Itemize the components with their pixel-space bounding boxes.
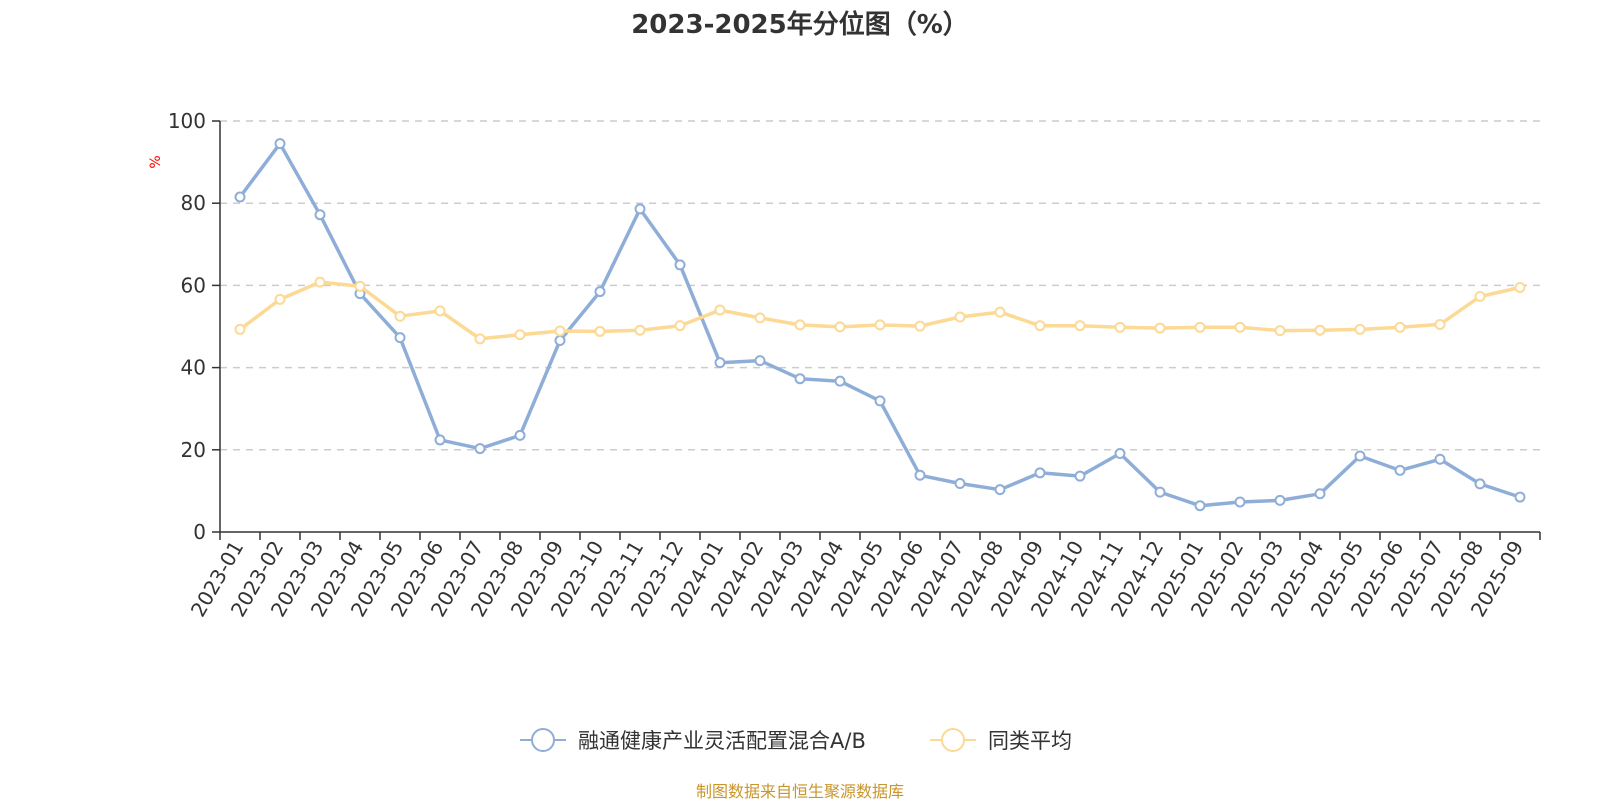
series-0-point-2023-12 [674, 259, 686, 271]
series-0-point-2025-03 [1274, 494, 1286, 506]
series-1-point-2024-01 [714, 304, 726, 316]
y-tick-label-0: 0 [193, 520, 206, 544]
series-1-point-2024-05 [874, 319, 886, 331]
axes [212, 120, 1541, 540]
series-0-point-2024-09 [1034, 467, 1046, 479]
series-1-point-2023-10 [594, 325, 606, 337]
x-tick-labels: 2023-012023-022023-032023-042023-052023-… [186, 537, 1529, 621]
series-0-point-2024-01 [714, 357, 726, 369]
y-tick-labels: 0 20 40 60 80 100 [168, 109, 206, 544]
series-1-point-2023-12 [674, 320, 686, 332]
y-tick-label-80: 80 [181, 191, 206, 215]
series-1-point-2025-09 [1514, 281, 1526, 293]
legend-item-fund[interactable]: 融通健康产业灵活配置混合A/B [520, 728, 866, 753]
series-0-point-2023-01 [234, 191, 246, 203]
legend-item-peer-average[interactable]: 同类平均 [930, 728, 1072, 753]
series-1-point-2025-06 [1394, 321, 1406, 333]
series-0-point-2025-02 [1234, 496, 1246, 508]
series-0-point-2023-07 [474, 443, 486, 455]
series-0-point-2023-05 [394, 332, 406, 344]
series-1-point-2024-07 [954, 311, 966, 323]
series-1-point-2025-01 [1194, 321, 1206, 333]
legend-fund-marker [531, 728, 555, 752]
series-1-point-2024-03 [794, 319, 806, 331]
series-0-point-2024-02 [754, 355, 766, 367]
series-1-point-2025-07 [1434, 318, 1446, 330]
series-0-point-2024-05 [874, 395, 886, 407]
chart-title: 2023-2025年分位图（%） [631, 9, 969, 40]
series-0-point-2023-03 [314, 209, 326, 221]
series-1-point-2024-09 [1034, 320, 1046, 332]
series-0-point-2024-12 [1154, 486, 1166, 498]
series-1-point-2024-02 [754, 312, 766, 324]
series-1-point-2023-09 [554, 325, 566, 337]
series-1-point-2024-04 [834, 321, 846, 333]
series-0-point-2023-11 [634, 203, 646, 215]
series-1-point-2024-11 [1114, 321, 1126, 333]
series-0-point-2024-04 [834, 375, 846, 387]
series-1-point-2023-08 [514, 329, 526, 341]
series-1-point-2024-06 [914, 320, 926, 332]
series-0-point-2025-07 [1434, 453, 1446, 465]
y-tick-label-40: 40 [181, 356, 206, 380]
series-1-point-2023-03 [314, 276, 326, 288]
series-1-point-2023-11 [634, 324, 646, 336]
series-group [234, 138, 1526, 512]
series-0-point-2023-08 [514, 429, 526, 441]
series-0-point-2024-10 [1074, 470, 1086, 482]
series-0-point-2025-06 [1394, 464, 1406, 476]
series-1-point-2024-10 [1074, 320, 1086, 332]
series-0-point-2023-10 [594, 286, 606, 298]
series-1-point-2023-01 [234, 323, 246, 335]
series-0-point-2023-06 [434, 434, 446, 446]
series-0-point-2023-02 [274, 138, 286, 150]
series-1-point-2024-12 [1154, 322, 1166, 334]
series-0-point-2025-08 [1474, 478, 1486, 490]
series-0-point-2024-11 [1114, 447, 1126, 459]
series-1-point-2025-02 [1234, 321, 1246, 333]
legend-peer-label: 同类平均 [988, 729, 1072, 753]
series-1-point-2025-03 [1274, 325, 1286, 337]
series-0-point-2024-06 [914, 469, 926, 481]
series-0-point-2025-01 [1194, 500, 1206, 512]
series-0-point-2025-05 [1354, 450, 1366, 462]
y-axis-label: % [148, 155, 164, 168]
series-0-point-2025-09 [1514, 491, 1526, 503]
series-0-point-2024-08 [994, 484, 1006, 496]
series-1-point-2023-05 [394, 310, 406, 322]
series-0-point-2025-04 [1314, 488, 1326, 500]
series-1-point-2024-08 [994, 306, 1006, 318]
series-1-point-2023-07 [474, 333, 486, 345]
legend: 融通健康产业灵活配置混合A/B 同类平均 [520, 728, 1072, 753]
series-0-point-2023-09 [554, 334, 566, 346]
series-1-point-2025-04 [1314, 324, 1326, 336]
y-tick-label-100: 100 [168, 109, 206, 133]
series-1-point-2025-05 [1354, 323, 1366, 335]
series-1-point-2025-08 [1474, 290, 1486, 302]
y-tick-label-20: 20 [181, 438, 206, 462]
y-tick-label-60: 60 [181, 273, 206, 297]
series-1-point-2023-02 [274, 293, 286, 305]
series-0-point-2024-07 [954, 478, 966, 490]
series-1-point-2023-04 [354, 280, 366, 292]
legend-fund-label: 融通健康产业灵活配置混合A/B [578, 729, 866, 753]
source-note: 制图数据来自恒生聚源数据库 [696, 782, 904, 800]
series-1-point-2023-06 [434, 305, 446, 317]
legend-peer-marker [941, 728, 965, 752]
series-0-point-2024-03 [794, 373, 806, 385]
